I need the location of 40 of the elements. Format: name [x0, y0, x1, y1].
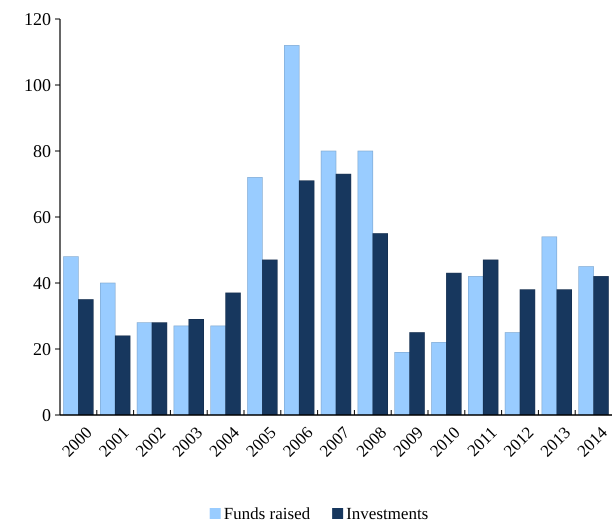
bar [320, 150, 336, 416]
bar [114, 336, 130, 416]
bar [358, 150, 374, 416]
bar [100, 282, 116, 416]
bar [136, 322, 152, 416]
bar [542, 236, 558, 416]
legend-label: Investments [346, 504, 428, 523]
x-tick-label: 2011 [464, 422, 501, 460]
bar [482, 260, 498, 416]
y-tick-label: 80 [33, 140, 51, 161]
y-tick-label: 60 [33, 206, 51, 227]
bar [394, 352, 410, 416]
bar [210, 326, 226, 416]
bar [336, 174, 352, 416]
y-tick-label: 100 [24, 74, 51, 95]
y-tick-label: 120 [24, 8, 51, 29]
bar [593, 276, 609, 416]
y-tick-label: 0 [42, 404, 51, 425]
bar [556, 289, 572, 416]
bar [78, 299, 94, 416]
bar [174, 326, 190, 416]
bar [468, 276, 484, 416]
bar [578, 266, 594, 416]
bar [520, 289, 536, 416]
bar [504, 332, 520, 416]
bar [188, 319, 204, 416]
bar [63, 256, 79, 416]
bar [225, 292, 241, 416]
legend-label: Funds raised [224, 504, 311, 523]
bar [247, 177, 263, 416]
bar [298, 180, 314, 416]
bar [284, 45, 300, 416]
bar [446, 272, 462, 416]
bar [262, 260, 278, 416]
bar [409, 332, 425, 416]
bar [152, 322, 168, 416]
bar [372, 233, 388, 416]
bar [431, 342, 447, 416]
y-tick-label: 40 [33, 272, 51, 293]
y-tick-label: 20 [33, 338, 51, 359]
